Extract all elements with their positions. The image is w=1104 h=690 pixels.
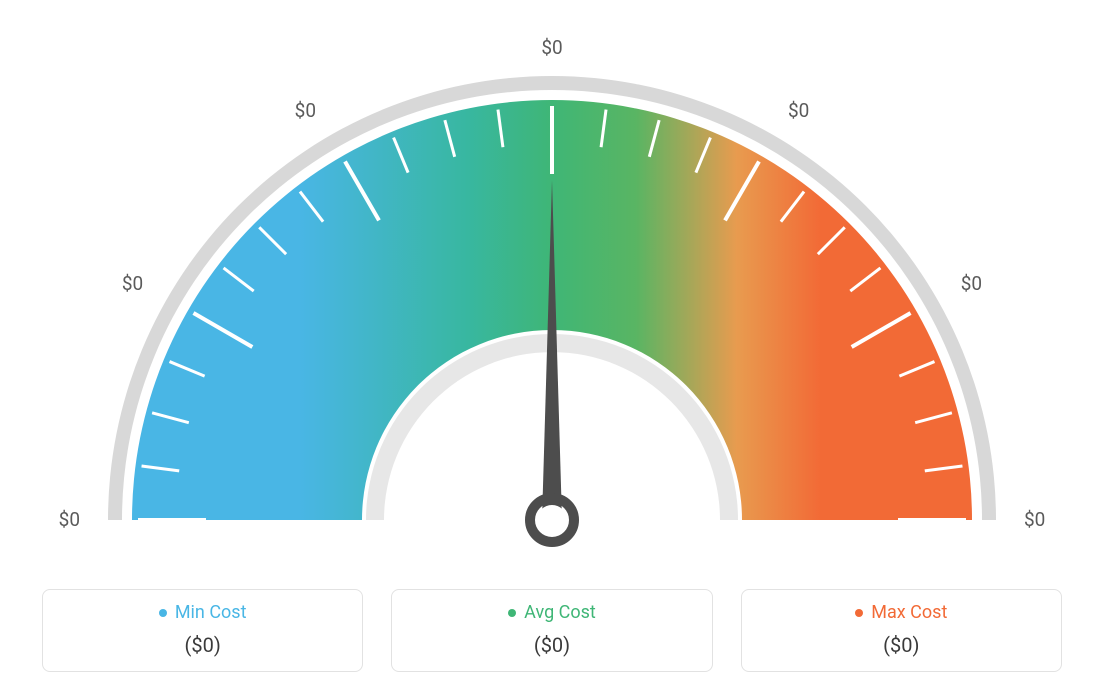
gauge-tick-label: $0 <box>961 272 982 295</box>
gauge-chart: $0 $0 $0 $0 $0 $0 $0 <box>0 0 1104 560</box>
legend-card: Min Cost ($0) <box>42 589 363 673</box>
legend-title: Min Cost <box>159 602 247 623</box>
gauge-needle-hub-inner <box>537 505 567 535</box>
legend-value: ($0) <box>43 633 362 657</box>
gauge-tick-label: $0 <box>122 272 143 295</box>
gauge-tick-label: $0 <box>295 99 316 122</box>
gauge-tick-label: $0 <box>788 99 809 122</box>
legend-card: Max Cost ($0) <box>741 589 1062 673</box>
legend-dot-icon <box>159 609 167 617</box>
legend-dot-icon <box>855 609 863 617</box>
legend-label: Avg Cost <box>524 602 596 623</box>
gauge-tick-label: $0 <box>59 508 80 531</box>
legend-value: ($0) <box>392 633 711 657</box>
legend-label: Max Cost <box>871 602 947 623</box>
legend-dot-icon <box>508 609 516 617</box>
legend-row: Min Cost ($0) Avg Cost ($0) Max Cost ($0… <box>42 589 1062 673</box>
legend-title: Max Cost <box>855 602 947 623</box>
legend-value: ($0) <box>742 633 1061 657</box>
legend-label: Min Cost <box>175 602 247 623</box>
legend-title: Avg Cost <box>508 602 596 623</box>
gauge-tick-label: $0 <box>541 36 562 59</box>
gauge-tick-label: $0 <box>1024 508 1045 531</box>
legend-card: Avg Cost ($0) <box>391 589 712 673</box>
gauge-svg: $0 $0 $0 $0 $0 $0 $0 <box>0 0 1104 560</box>
